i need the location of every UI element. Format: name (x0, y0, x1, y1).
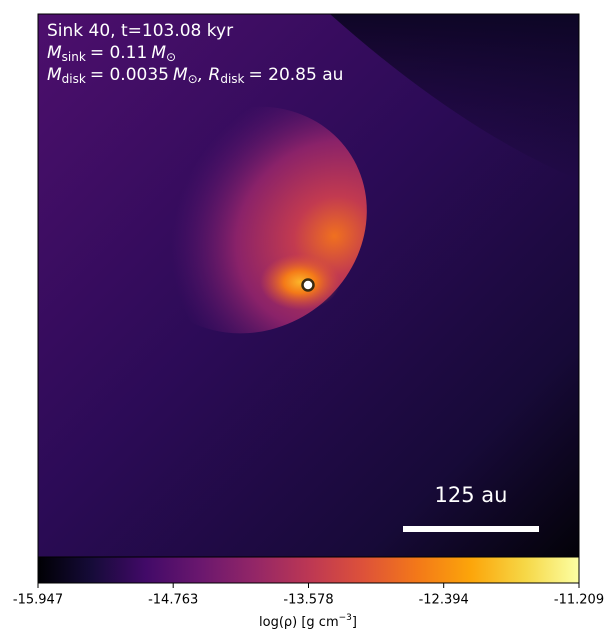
colorbar-tick-label: -12.394 (419, 593, 469, 608)
disk-props: Mdisk = 0.0035 M⊙, Rdisk = 20.85 au (47, 65, 343, 86)
colorbar (37, 556, 580, 584)
scale-bar (403, 526, 539, 532)
title: Sink 40, t=103.08 kyr (47, 21, 233, 41)
colorbar-tick-label: -11.209 (554, 593, 604, 608)
colorbar-label: log(ρ) [g cm−3] (259, 613, 357, 630)
sink-mass: Msink = 0.11 M⊙ (47, 43, 176, 64)
colorbar-tick-label: -14.763 (148, 593, 198, 608)
colorbar-tick-label: -15.947 (13, 593, 63, 608)
colorbar-tick-label: -13.578 (283, 593, 333, 608)
density-image (37, 13, 580, 558)
scale-bar-label: 125 au (435, 483, 508, 507)
